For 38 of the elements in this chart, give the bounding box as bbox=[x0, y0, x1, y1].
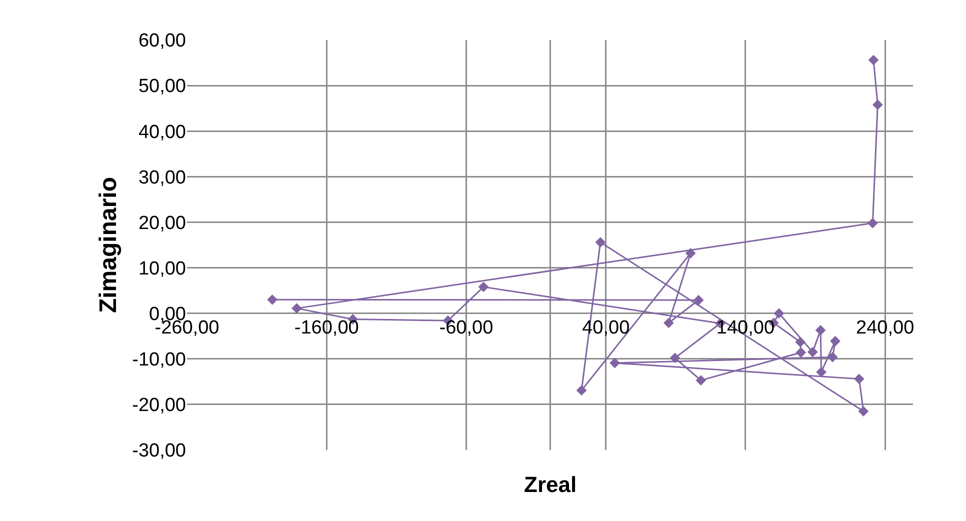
point bbox=[670, 352, 680, 364]
point bbox=[867, 218, 878, 228]
y-tick-label: 50,00 bbox=[138, 76, 186, 98]
y-tick-label: -10,00 bbox=[132, 350, 186, 371]
point bbox=[696, 375, 706, 386]
point bbox=[478, 282, 489, 292]
y-tick-label: 30,00 bbox=[138, 167, 186, 188]
point bbox=[796, 347, 806, 358]
x-axis-title: Zreal bbox=[524, 472, 577, 497]
point bbox=[795, 336, 806, 348]
point bbox=[576, 385, 587, 396]
point bbox=[830, 336, 840, 346]
x-tick-label: -60,00 bbox=[439, 317, 494, 338]
point bbox=[774, 308, 784, 319]
point bbox=[868, 54, 879, 66]
y-tick-label: 40,00 bbox=[138, 122, 186, 143]
point bbox=[595, 237, 606, 248]
point bbox=[854, 374, 864, 384]
point bbox=[693, 294, 704, 306]
point bbox=[267, 294, 278, 305]
y-tick-label: 20,00 bbox=[138, 212, 186, 234]
point bbox=[610, 358, 620, 368]
point bbox=[663, 318, 674, 328]
y-tick-label: 60,00 bbox=[138, 30, 186, 52]
x-tick-label: -160,00 bbox=[294, 317, 359, 338]
point bbox=[685, 248, 696, 258]
point bbox=[872, 99, 883, 110]
point bbox=[827, 352, 838, 362]
x-tick-label: 240,00 bbox=[856, 317, 914, 338]
point bbox=[815, 324, 826, 336]
y-tick-label: -30,00 bbox=[132, 440, 186, 462]
point bbox=[816, 366, 826, 378]
point bbox=[292, 303, 302, 314]
y-axis-title: Zimaginario bbox=[95, 176, 122, 314]
y-tick-label: -20,00 bbox=[132, 395, 186, 416]
point bbox=[858, 406, 869, 416]
y-tick-label: 10,00 bbox=[138, 258, 186, 280]
point bbox=[807, 346, 818, 358]
